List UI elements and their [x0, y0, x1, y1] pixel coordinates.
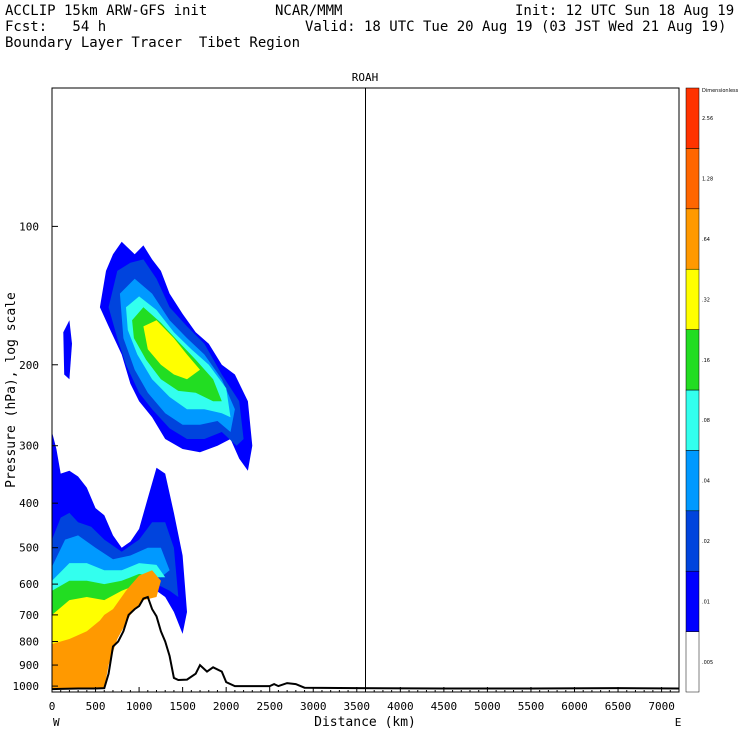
colorbar-swatch [685, 570, 700, 632]
y-tick-label: 1000 [13, 680, 40, 693]
colorbar-level-label: .04 [702, 479, 710, 485]
colorbar-swatch [685, 87, 700, 149]
x-end-right: E [675, 716, 682, 729]
terrain-line [51, 595, 680, 691]
colorbar-level-label: .01 [702, 599, 710, 605]
y-tick-label: 100 [19, 220, 39, 233]
x-tick-label: 2500 [256, 700, 283, 713]
x-tick-label: 3000 [300, 700, 327, 713]
tracer-region-left-blob [63, 320, 72, 380]
colorbar-title: Dimensionless [702, 88, 739, 94]
y-tick-label: 400 [19, 497, 39, 510]
y-axis-title: Pressure (hPa), log scale [4, 292, 19, 488]
x-tick-label: 7000 [648, 700, 675, 713]
header-line1-right: Init: 12 UTC Sun 18 Aug 19 [515, 3, 735, 19]
colorbar-swatch [685, 208, 700, 270]
header-line3-left: Boundary Layer Tracer Tibet Region [5, 35, 301, 51]
x-tick-label: 1000 [126, 700, 153, 713]
x-tick-label: 6500 [605, 700, 632, 713]
colorbar-level-label: .32 [702, 297, 710, 303]
x-tick-label: 5000 [474, 700, 501, 713]
tracer-region-lower-plume-g64 [52, 570, 161, 690]
x-tick-label: 1500 [169, 700, 196, 713]
x-tick-label: 0 [49, 700, 56, 713]
y-tick-label: 900 [19, 659, 39, 672]
y-tick-label: 500 [19, 542, 39, 555]
y-tick-label: 200 [19, 359, 39, 372]
x-tick-label: 500 [86, 700, 106, 713]
colorbar-level-label: .005 [702, 660, 713, 666]
terrain-layer [51, 595, 680, 691]
colorbar-level-label: .16 [702, 358, 710, 364]
colorbar-level-label: .02 [702, 539, 710, 545]
x-tick-label: 5500 [518, 700, 545, 713]
colorbar-swatch [685, 631, 700, 693]
header-line2-right: Valid: 18 UTC Tue 20 Aug 19 (03 JST Wed … [305, 19, 727, 35]
tracer-region-upper-plume-g32 [143, 320, 200, 380]
colorbar-level-label: .08 [702, 418, 710, 424]
colorbar-swatch [685, 510, 700, 572]
x-tick-label: 4500 [431, 700, 458, 713]
colorbar-level-label: 1.28 [702, 177, 713, 183]
x-tick-label: 4000 [387, 700, 414, 713]
colorbar-level-label: 2.56 [702, 116, 713, 122]
x-tick-label: 3500 [344, 700, 371, 713]
y-tick-label: 700 [19, 609, 39, 622]
chart-title: ROAH [352, 71, 379, 84]
y-tick-label: 300 [19, 440, 39, 453]
colorbar-swatch [685, 450, 700, 512]
x-end-left: W [53, 716, 60, 729]
y-tick-label: 800 [19, 636, 39, 649]
x-tick-label: 2000 [213, 700, 240, 713]
tracer-regions [52, 241, 253, 690]
colorbar-swatch [685, 389, 700, 451]
header-line1-left: ACCLIP 15km ARW-GFS init [5, 3, 208, 19]
x-axis-title: Distance (km) [314, 715, 416, 730]
colorbar-swatch [685, 329, 700, 391]
header-line2-left: Fcst: 54 h [5, 19, 107, 35]
header-line1-center: NCAR/MMM [275, 3, 343, 19]
y-tick-label: 600 [19, 578, 39, 591]
y-ticks: 100 200 300 400 500 600 700 800 900 1000 [13, 220, 58, 693]
colorbar-swatch [685, 268, 700, 330]
x-tick-label: 6000 [561, 700, 588, 713]
x-ticks: 0 500 1000 1500 2000 2500 3000 3500 4000 4500 5000… [49, 687, 675, 713]
colorbar: .005 .01 .02 .04 .08 .16 .32 .64 1.28 2.56 Dimensi… [685, 87, 739, 693]
colorbar-swatch [685, 148, 700, 210]
colorbar-level-label: .64 [702, 237, 710, 243]
